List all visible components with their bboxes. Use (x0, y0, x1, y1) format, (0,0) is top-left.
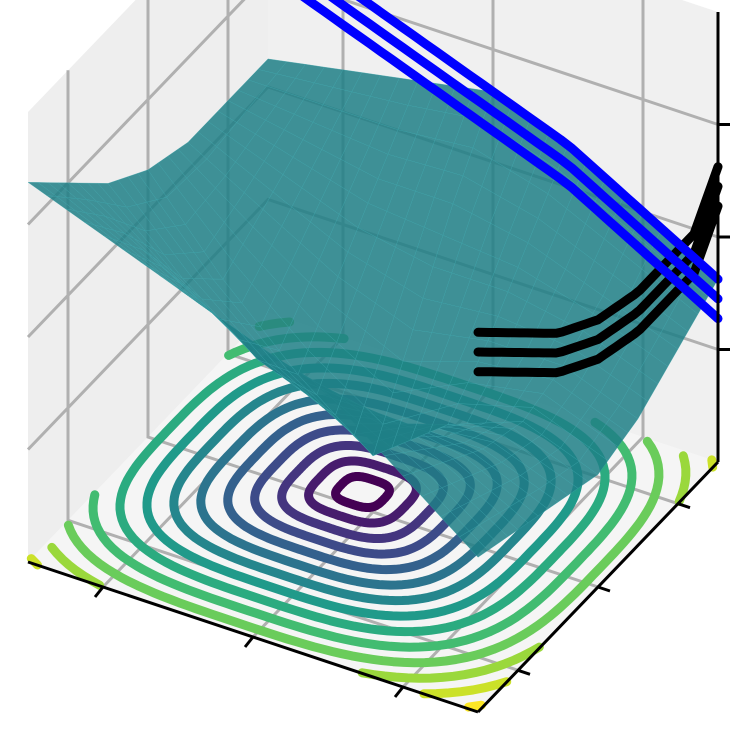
wall-contour-line (473, 162, 723, 338)
y-tick (517, 668, 531, 676)
contour-line (47, 542, 105, 590)
wall-contour-line (473, 181, 723, 358)
x-tick (93, 586, 105, 598)
x-tick (393, 686, 405, 698)
wall-contours (300, 0, 723, 378)
contour-line (357, 642, 544, 683)
surface (27, 58, 719, 558)
grid-line (66, 70, 519, 672)
axis-lines (27, 12, 730, 714)
y-tick (597, 585, 611, 593)
grid-line (401, 0, 645, 689)
grid-line (146, 0, 599, 589)
contour-line (88, 417, 637, 652)
contour-line (331, 472, 394, 512)
wall-contour-line (300, 0, 723, 324)
wall-contour-line (473, 201, 723, 378)
contour-line (419, 677, 512, 699)
wall-contour-line (328, 0, 723, 304)
contour-line (464, 700, 486, 712)
y-tick (677, 502, 691, 510)
contour-line (304, 456, 421, 528)
contour-line (277, 441, 448, 543)
contour-line (674, 451, 691, 506)
grid-line (26, 0, 719, 226)
contour-line (63, 436, 664, 668)
wall-contour-line (355, 0, 723, 284)
x-tick (243, 636, 255, 648)
